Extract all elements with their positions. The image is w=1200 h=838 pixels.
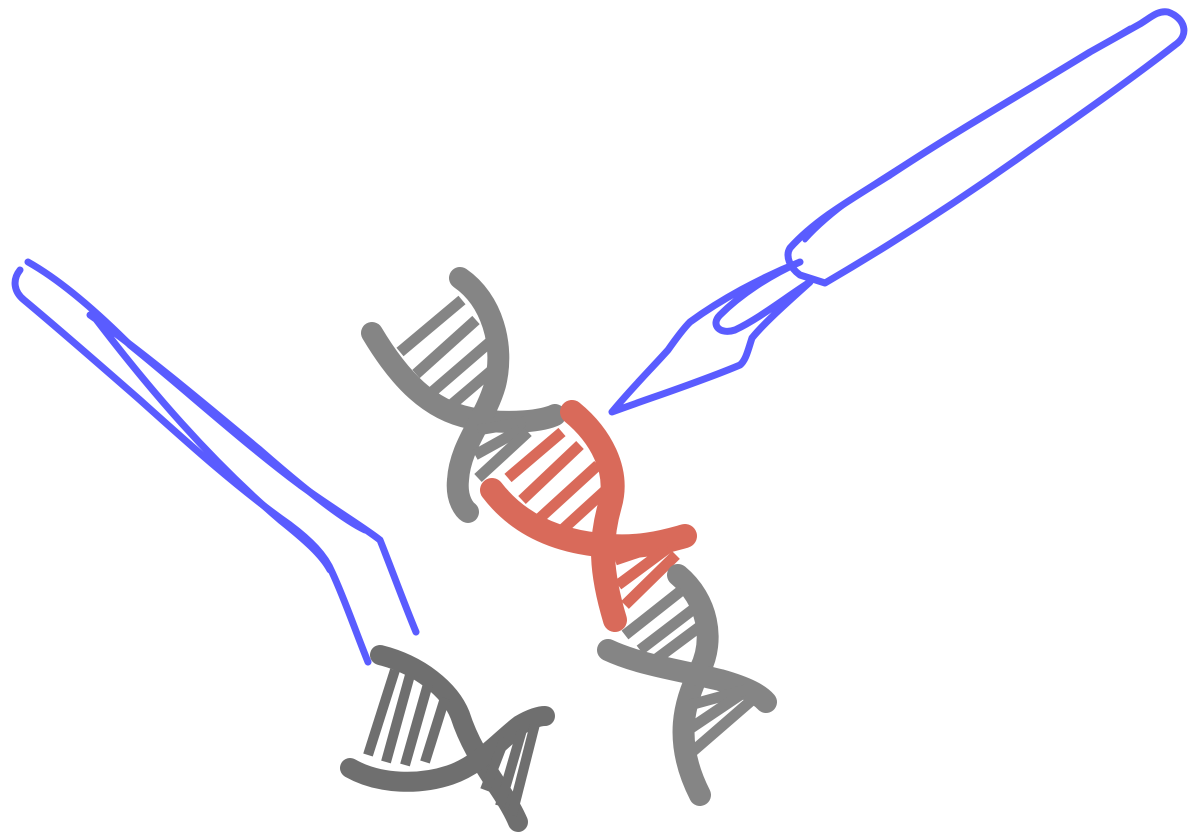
dna-helix-icon: [361, 267, 566, 523]
tweezers-inner: [86, 311, 369, 574]
dna-edited-segment-icon: [480, 400, 697, 632]
dna-excised-fragment-icon: [340, 645, 555, 832]
tweezers-icon: [11, 258, 420, 666]
fragment-rungs: [363, 668, 540, 817]
fragment-strand-b: [340, 706, 555, 792]
scalpel-blade: [608, 258, 814, 416]
scalpel-handle: [784, 8, 1188, 287]
dna-strand-b: [446, 267, 510, 523]
dna-rungs-edited: [504, 427, 680, 609]
dna-rungs-upper: [396, 295, 532, 483]
dna-helix-lower: [597, 564, 777, 806]
scalpel-icon: [608, 8, 1188, 416]
dna-strand-d: [597, 639, 777, 713]
dna-edited-strand-b: [480, 478, 697, 559]
dna-rungs-lower: [621, 585, 756, 757]
scalpel-handle-ridge: [802, 25, 1133, 243]
dna-edited-strand-a: [560, 400, 627, 632]
